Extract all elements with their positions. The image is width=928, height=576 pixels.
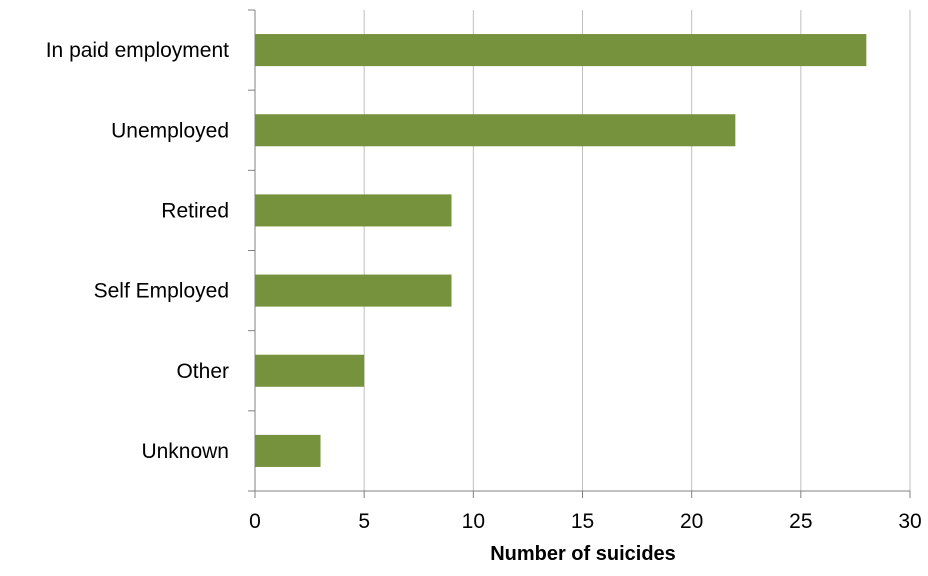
bar-other <box>255 354 365 387</box>
category-label: Unknown <box>141 440 229 463</box>
x-tick-label: 10 <box>462 510 485 533</box>
category-label: Unemployed <box>111 119 229 142</box>
bar-unemployed <box>255 114 736 147</box>
category-label: Self Employed <box>94 280 229 303</box>
bar-unknown <box>255 434 321 467</box>
x-tick-label: 20 <box>680 510 703 533</box>
labels: In paid employment Unemployed Retired Self … <box>46 39 922 533</box>
bar-in-paid-employment <box>255 34 867 67</box>
x-tick-label: 0 <box>249 510 261 533</box>
category-label: In paid employment <box>46 39 229 62</box>
category-label: Other <box>176 360 229 383</box>
axes <box>248 9 911 498</box>
x-axis-title: Number of suicides <box>490 543 676 565</box>
bar-self-employed <box>255 274 452 307</box>
x-tick-label: 15 <box>571 510 594 533</box>
x-tick-label: 5 <box>358 510 370 533</box>
category-label: Retired <box>161 199 229 222</box>
x-tick-label: 25 <box>789 510 812 533</box>
bars <box>255 34 867 467</box>
gridlines <box>363 10 911 491</box>
bar-retired <box>255 194 452 227</box>
x-tick-label: 30 <box>898 510 921 533</box>
